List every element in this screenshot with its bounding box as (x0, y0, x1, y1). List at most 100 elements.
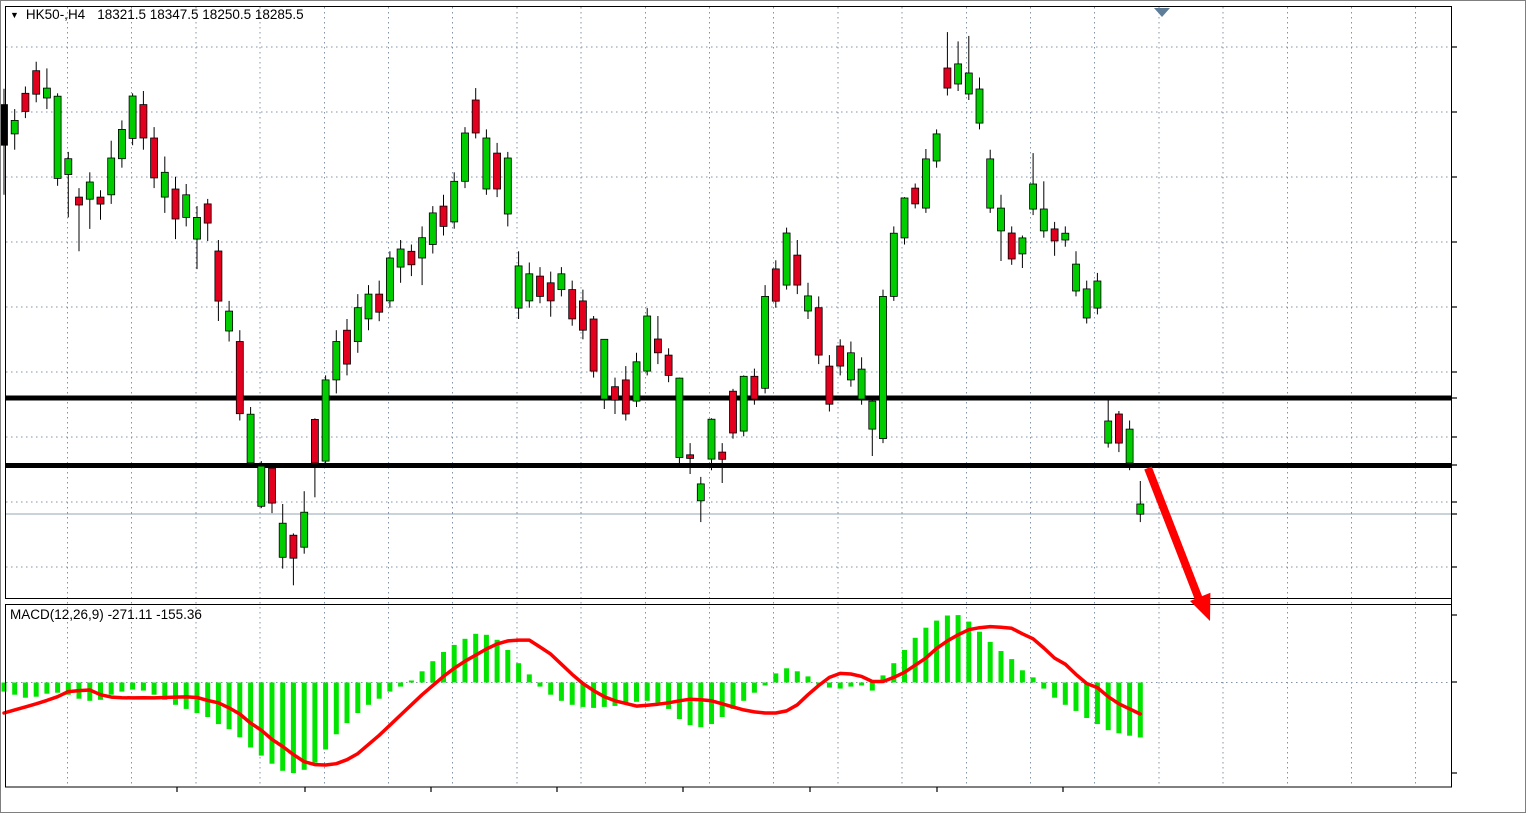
macd-histogram-bar (762, 682, 768, 686)
macd-histogram-bar (880, 675, 886, 683)
chart-title: ▼ HK50-,H4 18321.5 18347.5 18250.5 18285.5 (10, 7, 304, 22)
macd-histogram-bar (108, 682, 114, 695)
candle-body (686, 454, 694, 459)
candle-body (1115, 413, 1123, 444)
candle-body (879, 295, 887, 439)
candle-body (53, 95, 62, 179)
candle-body (1093, 280, 1102, 309)
candle-body (1007, 232, 1016, 260)
candle-body (739, 375, 748, 432)
candle-body (150, 137, 159, 179)
macd-histogram-bar (473, 633, 479, 683)
candle-body (889, 232, 898, 297)
main-panel-frame (5, 6, 1452, 599)
candle-body (1039, 208, 1048, 232)
candle-body (471, 99, 480, 134)
macd-histogram-bar (923, 627, 929, 683)
candle-body (525, 273, 534, 302)
candle-body (579, 300, 587, 331)
macd-histogram-bar (22, 682, 28, 698)
candle-body (1018, 237, 1027, 255)
macd-histogram-bar (998, 651, 1004, 683)
macd-histogram-bar (1094, 682, 1100, 725)
macd-histogram-bar (312, 682, 318, 763)
candle-body (203, 203, 212, 224)
candle-body (278, 522, 287, 558)
candle-body (536, 275, 544, 297)
macd-histogram-bar (280, 682, 286, 771)
macd-histogram-bar (483, 634, 489, 683)
chart-shift-marker-icon[interactable] (1154, 8, 1170, 17)
candle-body (385, 257, 394, 302)
macd-histogram-bar (130, 682, 136, 690)
macd-name-label: MACD(12,26,9) (10, 607, 104, 622)
macd-histogram-bar (430, 661, 436, 683)
macd-histogram-bar (558, 682, 564, 701)
macd-histogram-bar (805, 676, 811, 683)
macd-histogram-bar (516, 663, 522, 683)
macd-histogram-bar (258, 682, 264, 756)
candle-body (1072, 263, 1080, 292)
macd-histogram-bar (140, 682, 146, 691)
macd-histogram-bar (98, 682, 103, 700)
candle-body (771, 268, 780, 302)
macd-histogram-bar (591, 682, 597, 708)
candle-body (428, 212, 437, 245)
macd-histogram-bar (580, 682, 586, 707)
macd-histogram-bar (687, 682, 693, 726)
candle-body (1, 104, 8, 146)
macd-histogram-bar (451, 644, 457, 683)
candle-body (21, 92, 30, 112)
candle-body (514, 265, 523, 309)
candle-body (396, 248, 405, 268)
macd-histogram-bar (376, 682, 382, 699)
macd-histogram-bar (1019, 670, 1025, 683)
candle-body (139, 104, 148, 139)
candle-body (922, 158, 930, 209)
candle-body (568, 289, 577, 320)
support-resistance-line[interactable] (6, 463, 1451, 468)
macd-histogram-bar (730, 682, 736, 709)
macd-histogram-bar (741, 682, 747, 701)
symbol-period-label: HK50-,H4 (25, 7, 86, 22)
macd-histogram-bar (944, 615, 950, 683)
macd-histogram-bar (505, 650, 511, 683)
candle-body (546, 282, 555, 302)
macd-histogram-bar (548, 682, 554, 695)
macd-histogram-bar (966, 621, 972, 683)
macd-histogram-bar (987, 641, 993, 683)
candle-body (214, 250, 223, 302)
support-resistance-line[interactable] (6, 395, 1451, 401)
candle-body (975, 88, 984, 124)
macd-histogram-bar (655, 682, 661, 703)
candle-body (10, 120, 19, 135)
candle-body (847, 352, 855, 381)
macd-histogram-bar (848, 682, 854, 687)
macd-histogram-bar (173, 682, 178, 705)
macd-histogram-bar (1062, 682, 1068, 705)
trend-arrow-icon[interactable] (1144, 466, 1211, 621)
macd-histogram-bar (248, 682, 254, 748)
candle-body (107, 157, 116, 196)
time-axis[interactable]: 5 May 2023 17 May 01:15 30 May 01:15 9 J… (1, 788, 1451, 809)
macd-histogram-bar (1105, 682, 1111, 731)
candle-body (1136, 503, 1145, 515)
price-axis[interactable]: 20355.0 20067.0 19779.0 19491.0 19203.0 … (1452, 6, 1525, 787)
candle-body (246, 413, 255, 464)
macd-histogram-bar (333, 682, 339, 735)
candle-body (321, 379, 330, 462)
candle-body (257, 465, 266, 507)
candle-body (814, 307, 823, 356)
macd-histogram-bar (408, 680, 414, 683)
candle-body (664, 354, 673, 376)
candle-body (729, 390, 737, 434)
macd-histogram-bar (441, 652, 446, 683)
macd-histogram-bar (773, 673, 779, 683)
candle-body (289, 534, 298, 559)
candle-body (235, 341, 244, 415)
candle-body (450, 180, 459, 223)
candle-body (160, 171, 169, 198)
candle-body (503, 157, 512, 215)
